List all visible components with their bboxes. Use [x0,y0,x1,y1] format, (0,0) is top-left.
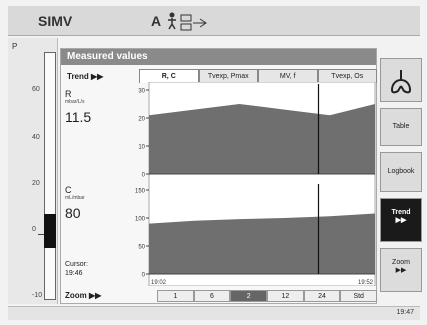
trend-button-label: Trend [391,209,411,216]
tab-r-c[interactable]: R, C [139,69,199,83]
readout-name: C [65,185,72,195]
readout-value: 11.5 [65,109,92,125]
zoom-option[interactable]: 24 [303,290,341,302]
zoom-row: Zoom ▶▶ 1 6 2 12 24 Std [61,290,378,303]
ventilation-mode[interactable]: SIMV [38,13,73,29]
measured-values-panel: Measured values Trend ▶▶ R, C Tvexp, Pma… [60,48,378,304]
tube-status-icon [180,14,207,31]
y-tick-label: 150 [135,189,146,195]
readout-r: R mbar/L/s 11.5 [65,89,135,125]
double-arrow-icon: ▶▶ [395,267,407,274]
y-tick-label: 20 [138,117,145,123]
zoom-option[interactable]: 6 [193,290,231,302]
trend-label: Trend ▶▶ [67,72,104,81]
pressure-zero-mark [38,234,44,235]
auto-flag: A [151,13,162,29]
trend-tabs: R, C Tvexp, Pmax MV, f Tvexp, Os [139,69,377,83]
readout-c: C mL/mbar 80 [65,185,135,221]
y-tick-label: 0 [142,273,146,279]
trend-button[interactable]: Trend ▶▶ [380,198,422,242]
zoom-option[interactable]: 1 [157,290,194,302]
pressure-tick: 60 [32,86,40,93]
y-tick-label: 50 [138,245,145,251]
cursor-label: Cursor: [65,261,88,268]
double-arrow-icon: ▶▶ [395,217,407,224]
tab-tvexp-pmax[interactable]: Tvexp, Pmax [198,69,258,83]
zoom-button-label: Zoom [392,259,410,266]
cursor-time: 19:46 [65,270,83,277]
pressure-unit: P [12,42,18,51]
x-end-label: 19:52 [358,280,374,286]
readout-unit: mL/mbar [65,195,85,201]
pressure-bar: P 60 40 20 0 -10 [8,38,58,304]
clock: 19:47 [396,309,414,316]
y-tick-label: 100 [135,217,146,223]
zoom-label: Zoom ▶▶ [65,291,102,300]
tab-tvexp-os[interactable]: Tvexp, Os [317,69,377,83]
cursor-readout: Cursor: 19:46 [65,260,88,278]
pressure-tick: 20 [32,180,40,187]
zoom-option[interactable]: 12 [267,290,304,302]
lung-settings-button[interactable] [380,58,422,102]
panel-title: Measured values [61,49,376,65]
footer-bar: 19:47 [8,306,420,320]
x-start-label: 19:02 [151,280,167,286]
patient-icon [168,12,176,30]
table-button[interactable]: Table [380,108,422,146]
y-tick-label: 10 [138,145,145,151]
pressure-tick: 0 [32,226,36,233]
zoom-option[interactable]: Std [340,290,378,302]
pressure-bar-track [44,52,56,300]
y-tick-label: 0 [142,173,146,179]
trend-area-2 [149,213,375,274]
readout-name: R [65,89,72,99]
status-bar: SIMV A [8,6,420,36]
zoom-button[interactable]: Zoom ▶▶ [380,248,422,292]
tab-mv-f[interactable]: MV, f [258,69,318,83]
readout-unit: mbar/L/s [65,99,85,105]
zoom-option-selected[interactable]: 2 [230,290,268,302]
logbook-button[interactable]: Logbook [380,152,422,192]
pressure-bar-fill [44,214,56,248]
trend-area-1 [149,104,375,174]
pressure-tick: -10 [32,292,43,299]
y-tick-label: 30 [138,89,145,95]
pressure-tick: 40 [32,134,40,141]
readout-value: 80 [65,205,81,221]
lungs-icon [390,70,412,94]
zoom-options: 1 6 2 12 24 Std [157,290,378,302]
